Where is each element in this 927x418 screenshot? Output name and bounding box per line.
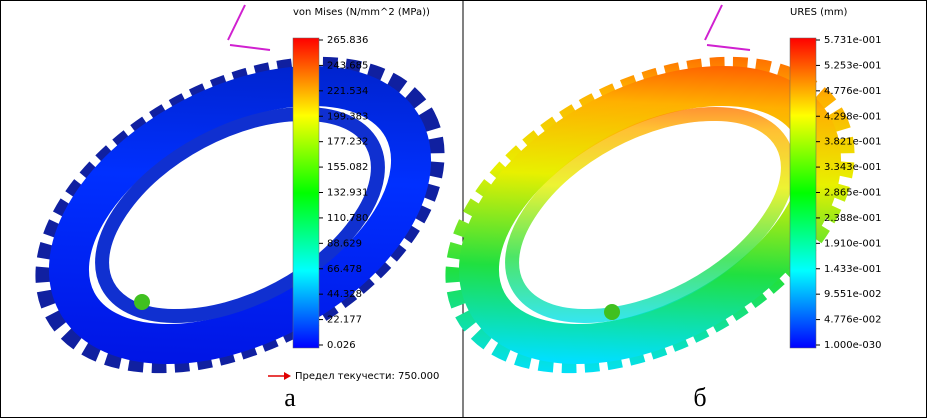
color-bar: [790, 38, 816, 348]
legend-tick-label: 243.685: [327, 60, 368, 71]
legend-tick-label: 88.629: [327, 238, 362, 249]
panel-label: б: [693, 383, 706, 412]
fixture-markers: [134, 294, 150, 310]
legend-tick-label: 1.910e-001: [824, 238, 881, 249]
legend-tick-label: 44.328: [327, 289, 362, 300]
legend-tick-label: 199.383: [327, 111, 368, 122]
legend-tick-label: 1.000e-030: [824, 340, 881, 351]
legend-tick-label: 4.776e-001: [824, 86, 881, 97]
legend-tick-label: 3.343e-001: [824, 162, 881, 173]
legend-tick-label: 66.478: [327, 264, 362, 275]
legend-tick-label: 2.388e-001: [824, 213, 881, 224]
legend-tick-label: 1.433e-001: [824, 264, 881, 275]
legend-tick-label: 5.731e-001: [824, 35, 881, 46]
load-markers: [705, 5, 750, 50]
legend-tick-label: 4.776e-002: [824, 315, 881, 326]
legend-tick-label: 4.298e-001: [824, 111, 881, 122]
yield-arrow-head: [284, 372, 291, 380]
legend-tick-label: 0.026: [327, 340, 356, 351]
figure: von Mises (N/mm^2 (MPa)) 265.836 243.685 22…: [0, 0, 927, 418]
legend-tick-label: 110.780: [327, 213, 368, 224]
legend-title: von Mises (N/mm^2 (MPa)): [293, 7, 430, 18]
panel-label: а: [284, 383, 296, 412]
legend-tick-label: 9.551e-002: [824, 289, 881, 300]
legend-tick-label: 155.082: [327, 162, 368, 173]
legend-tick-label: 22.177: [327, 315, 362, 326]
legend-tick-label: 221.534: [327, 86, 368, 97]
color-bar: [293, 38, 319, 348]
legend-title: URES (mm): [790, 7, 847, 18]
gear-stress: [3, 13, 478, 417]
legend-tick-label: 2.865e-001: [824, 188, 881, 199]
load-markers: [228, 5, 270, 50]
legend-tick-label: 177.232: [327, 137, 368, 148]
legend-tick-label: 265.836: [327, 35, 368, 46]
legend-tick-label: 5.253e-001: [824, 60, 881, 71]
fixture-markers: [604, 304, 620, 320]
legend-tick-label: 132.931: [327, 188, 368, 199]
yield-label: Предел текучести: 750.000: [295, 371, 439, 382]
legend-tick-label: 3.821e-001: [824, 137, 881, 148]
